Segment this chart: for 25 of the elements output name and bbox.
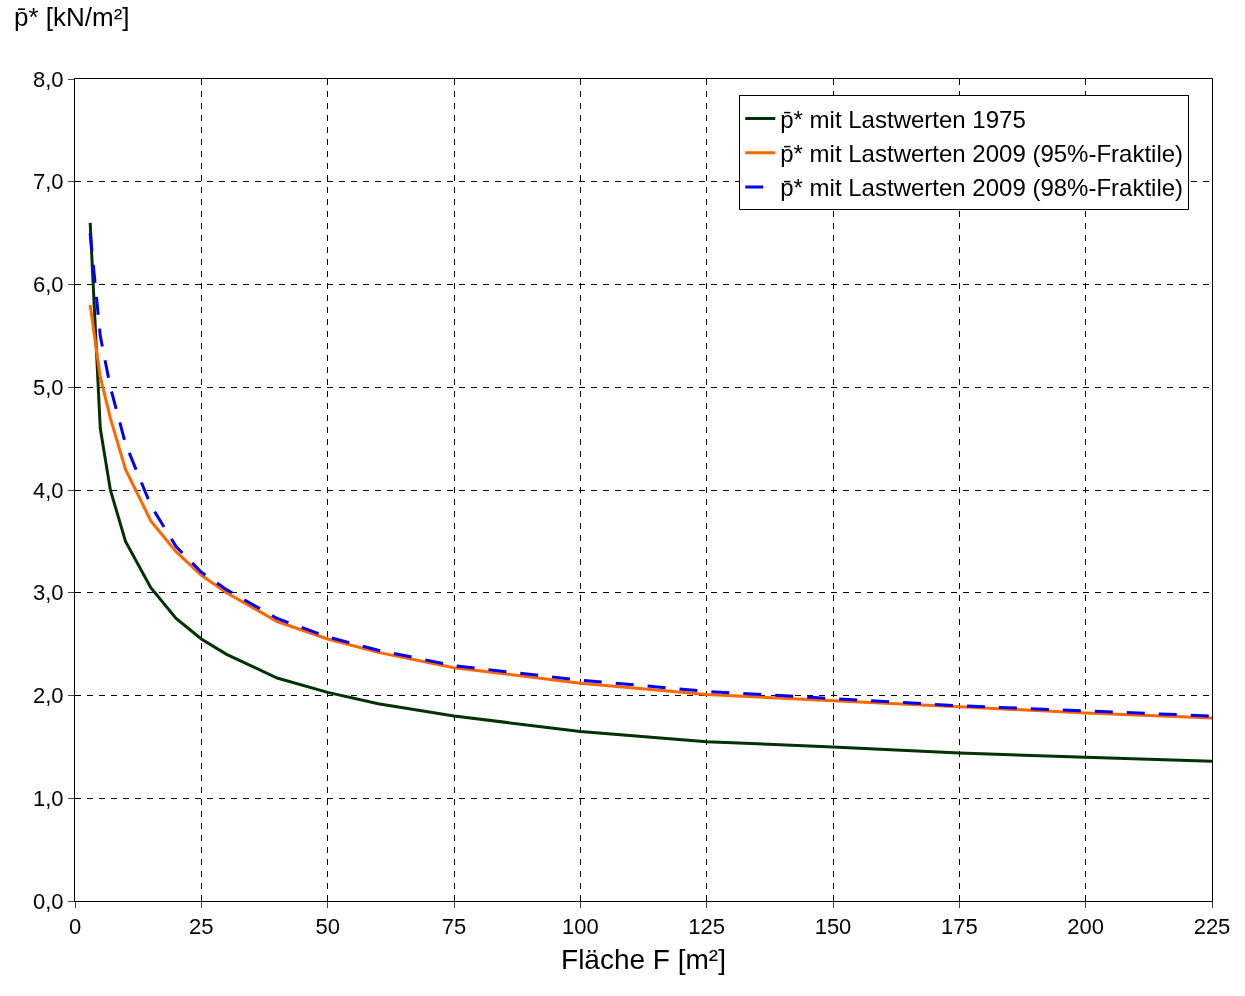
x-tick-label: 125 — [688, 914, 726, 940]
y-tick-label: 2,0 — [33, 683, 64, 709]
y-tick-label: 4,0 — [33, 477, 64, 503]
y-tick-label: 8,0 — [33, 66, 64, 92]
legend-label: p̄* mit Lastwerten 2009 (95%-Fraktile) — [780, 140, 1184, 168]
y-axis-title: p̄* [kN/m²] — [14, 2, 130, 32]
y-tick-label: 6,0 — [33, 272, 64, 298]
x-tick-label: 150 — [814, 914, 852, 940]
line-series — [88, 303, 1212, 720]
x-tick-label: 0 — [68, 914, 82, 940]
x-tick-label: 50 — [315, 914, 340, 940]
x-tick-label: 75 — [441, 914, 467, 940]
y-tick-label: 0,0 — [33, 888, 64, 914]
x-tick-label: 100 — [561, 914, 599, 940]
x-tick-label: 25 — [189, 914, 214, 940]
y-tick-label: 7,0 — [33, 169, 64, 195]
x-axis-title: Fläche F [m²] — [561, 943, 726, 975]
x-tick-label: 225 — [1193, 914, 1231, 940]
y-tick-label: 1,0 — [33, 785, 64, 811]
y-tick-label: 5,0 — [33, 374, 64, 400]
x-tick-label: 175 — [940, 914, 978, 940]
legend-label: p̄* mit Lastwerten 2009 (98%-Fraktile) — [780, 174, 1184, 202]
y-tick-label: 3,0 — [33, 580, 64, 606]
legend-label: p̄* mit Lastwerten 1975 — [780, 105, 1026, 133]
x-tick-label: 200 — [1067, 914, 1105, 940]
